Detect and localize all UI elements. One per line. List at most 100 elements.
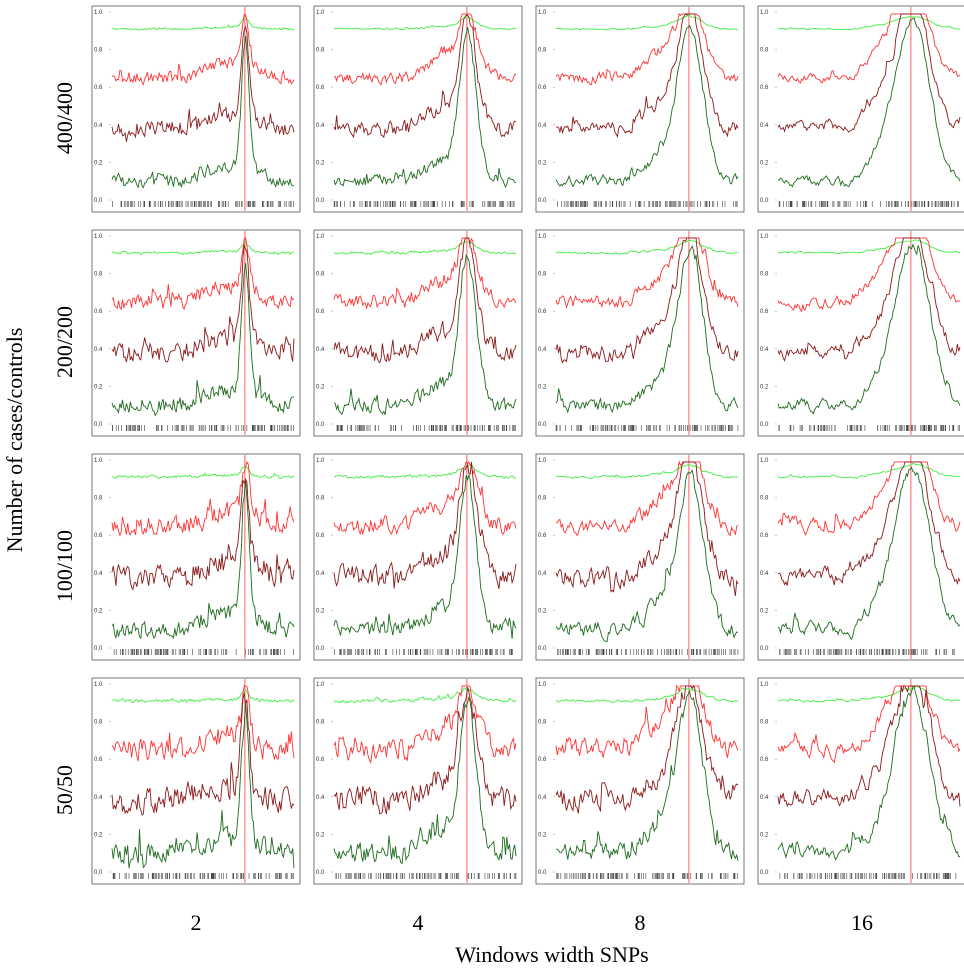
y-tick-label: 0.8: [760, 48, 769, 54]
y-tick-label: 0.2: [538, 608, 547, 614]
y-tick-label: 1.0: [538, 10, 547, 16]
y-tick-label: 1.0: [316, 234, 325, 240]
y-tick-label: 0.4: [94, 347, 103, 353]
y-tick-label: 0.6: [316, 309, 325, 315]
panel-frame: [535, 677, 745, 885]
column-labels: 2 4 8 16: [191, 910, 874, 935]
series-line-dark-red-series: [555, 461, 739, 596]
row-label: 200/200: [52, 306, 77, 378]
y-tick-label: 0.4: [760, 123, 769, 129]
y-tick-label: 0.6: [316, 757, 325, 763]
series-line-red-series: [777, 685, 961, 764]
series-line-dark-green-series: [555, 24, 739, 188]
series-line-red-series: [777, 237, 961, 313]
y-tick-label: 0.4: [538, 571, 547, 577]
y-tick-label: 0.4: [316, 571, 325, 577]
series-line-dark-green-series: [555, 689, 739, 861]
y-tick-label: 0.4: [538, 123, 547, 129]
y-tick-label: 0.2: [760, 608, 769, 614]
column-label: 8: [635, 910, 646, 935]
y-tick-label: 0.8: [316, 272, 325, 278]
panel-50-50-w2: 0.0 0.2 0.4 0.6 0.8 1.0: [91, 677, 301, 885]
series-line-dark-green-series: [777, 243, 961, 415]
series-line-dark-green-series: [111, 480, 295, 640]
y-tick-label: 0.8: [94, 720, 103, 726]
y-tick-label: 0.4: [316, 795, 325, 801]
panel-50-50-w8: 0.0 0.2 0.4 0.6 0.8 1.0: [535, 677, 745, 885]
series-line-bright-green-series: [111, 242, 295, 256]
y-tick-label: 0.0: [316, 870, 325, 876]
y-tick-label: 0.6: [94, 309, 103, 315]
y-tick-label: 0.2: [94, 384, 103, 390]
series-line-dark-red-series: [111, 693, 295, 816]
y-tick-label: 0.0: [94, 422, 103, 428]
series-line-bright-green-series: [333, 241, 516, 256]
series-line-bright-green-series: [111, 689, 295, 704]
panel-frame: [757, 677, 964, 885]
y-tick-label: 0.6: [538, 309, 547, 315]
series-line-red-series: [556, 460, 739, 537]
y-tick-label: 0.6: [760, 757, 769, 763]
series-line-red-series: [555, 237, 739, 309]
series-line-red-series: [333, 685, 517, 764]
panel-400-400-w16: 0.0 0.2 0.4 0.6 0.8 1.0: [757, 5, 964, 213]
series-line-dark-red-series: [777, 461, 961, 586]
series-line-bright-green-series: [111, 465, 295, 479]
series-line-dark-red-series: [555, 684, 739, 814]
panel-400-400-w8: 0.0 0.2 0.4 0.6 0.8 1.0: [535, 5, 745, 213]
series-line-red-series: [111, 460, 295, 537]
panel-frame: [757, 5, 964, 213]
series-line-dark-green-series: [111, 35, 295, 189]
panel-100-100-w16: 0.0 0.2 0.4 0.6 0.8 1.0: [757, 453, 964, 661]
y-tick-label: 0.0: [94, 870, 103, 876]
panel-400-400-w4: 0.0 0.2 0.4 0.6 0.8 1.0: [313, 5, 523, 213]
y-tick-label: 0.2: [94, 832, 103, 838]
series-line-dark-red-series: [333, 461, 517, 589]
y-tick-label: 1.0: [760, 10, 769, 16]
y-tick-label: 1.0: [760, 682, 769, 688]
y-tick-label: 0.4: [94, 571, 103, 577]
y-tick-label: 0.8: [538, 496, 547, 502]
y-tick-label: 0.8: [316, 496, 325, 502]
y-tick-label: 0.8: [760, 720, 769, 726]
series-line-dark-green-series: [111, 262, 295, 417]
y-tick-label: 1.0: [538, 458, 547, 464]
series-line-dark-green-series: [111, 703, 295, 869]
panel-200-200-w16: 0.0 0.2 0.4 0.6 0.8 1.0: [757, 229, 964, 437]
series-line-dark-green-series: [777, 466, 961, 641]
series-line-dark-green-series: [333, 695, 517, 865]
series-line-dark-green-series: [555, 245, 739, 414]
panel-400-400-w2: 0.0 0.2 0.4 0.6 0.8 1.0: [91, 5, 301, 213]
y-tick-label: 1.0: [538, 682, 547, 688]
series-line-dark-red-series: [777, 685, 961, 808]
panel-frame: [91, 453, 301, 661]
y-tick-label: 0.4: [316, 347, 325, 353]
y-tick-label: 0.8: [538, 272, 547, 278]
y-tick-label: 0.8: [94, 48, 103, 54]
column-label: 16: [851, 910, 873, 935]
y-tick-label: 0.4: [760, 795, 769, 801]
row-label: 400/400: [52, 82, 77, 154]
series-line-bright-green-series: [333, 16, 517, 31]
series-line-red-series: [333, 460, 517, 536]
y-axis-title: Number of cases/controls: [2, 328, 27, 553]
y-tick-label: 0.0: [760, 870, 769, 876]
y-tick-label: 0.6: [94, 85, 103, 91]
series-line-red-series: [777, 13, 961, 84]
y-tick-label: 0.2: [316, 160, 325, 166]
y-tick-label: 0.2: [94, 608, 103, 614]
column-label: 4: [413, 910, 424, 935]
y-tick-label: 0.0: [316, 422, 325, 428]
y-tick-label: 1.0: [94, 10, 103, 16]
series-line-bright-green-series: [333, 688, 517, 704]
series-line-dark-red-series: [333, 14, 517, 139]
series-line-bright-green-series: [777, 16, 961, 31]
y-tick-label: 1.0: [316, 458, 325, 464]
y-tick-label: 0.0: [94, 198, 103, 204]
y-tick-label: 0.8: [760, 496, 769, 502]
y-tick-label: 1.0: [316, 682, 325, 688]
y-tick-label: 1.0: [760, 458, 769, 464]
y-tick-label: 1.0: [94, 458, 103, 464]
series-line-red-series: [777, 461, 961, 536]
